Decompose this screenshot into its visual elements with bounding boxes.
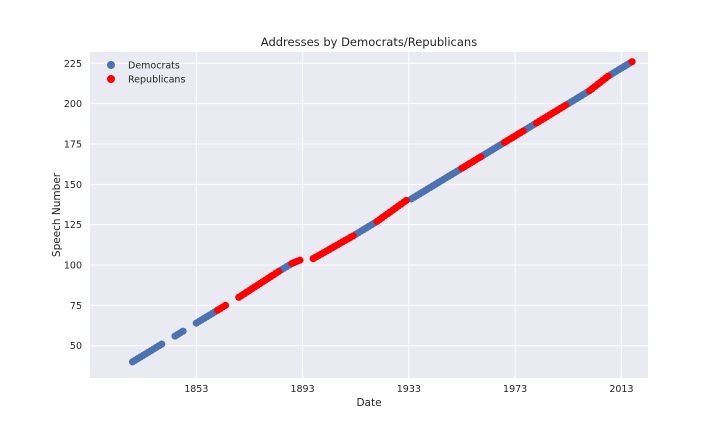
y-tick-label: 175 [64, 139, 82, 150]
x-tick-label: 1973 [503, 384, 527, 395]
data-point-republicans [275, 267, 283, 276]
data-point-democrats [158, 340, 166, 348]
tick-labels: 1853 1893 1933 1973 2013 50 75 100 125 150 175 200 2… [64, 59, 634, 395]
data-point-republicans [402, 196, 410, 205]
y-tick-label: 225 [64, 59, 82, 70]
y-tick-label: 200 [64, 99, 82, 110]
x-tick-label: 2013 [609, 384, 633, 395]
plot-area [90, 52, 648, 378]
data-points [128, 58, 636, 366]
legend: Democrats Republicans [107, 61, 185, 86]
y-tick-label: 50 [70, 341, 82, 352]
legend-label-republicans: Republicans [128, 75, 185, 86]
x-tick-label: 1893 [290, 384, 314, 395]
y-axis-label: Speech Number [51, 172, 63, 257]
x-tick-label: 1933 [397, 384, 421, 395]
data-point-republicans [519, 127, 527, 135]
data-point-republicans [477, 153, 485, 161]
legend-marker-republicans [107, 75, 115, 83]
y-tick-label: 100 [64, 261, 82, 272]
y-tick-label: 125 [64, 220, 82, 231]
legend-label-democrats: Democrats [128, 61, 180, 72]
data-point-republicans [604, 72, 612, 80]
legend-marker-democrats [107, 61, 115, 69]
chart-title: Addresses by Democrats/Republicans [261, 35, 477, 49]
x-axis-label: Date [356, 397, 381, 409]
x-tick-label: 1853 [184, 384, 208, 395]
data-point-republicans [628, 58, 636, 66]
y-tick-label: 150 [64, 180, 82, 191]
data-point-republicans [296, 256, 304, 264]
data-point-republicans [562, 101, 570, 109]
y-tick-label: 75 [70, 301, 82, 312]
data-point-republicans [349, 232, 357, 240]
data-point-republicans [221, 301, 230, 309]
data-point-democrats [179, 327, 187, 335]
